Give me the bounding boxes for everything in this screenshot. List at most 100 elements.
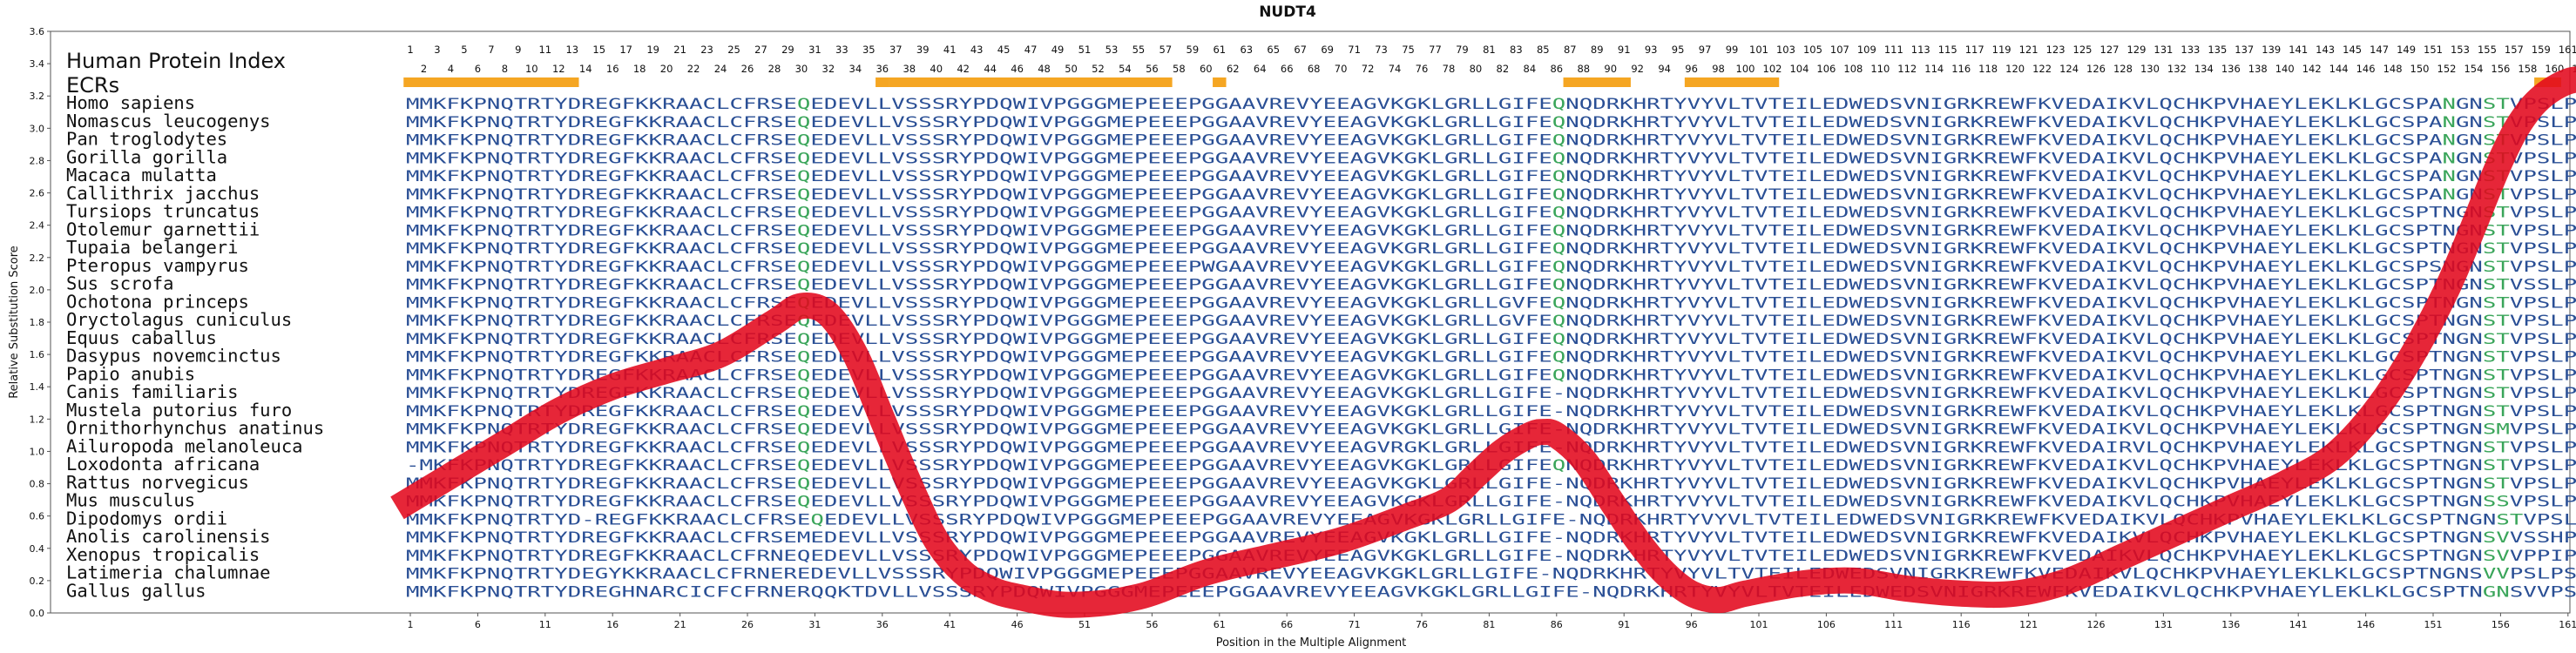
position-index-label: 24 [714,63,727,75]
position-index-label: 54 [1119,63,1132,75]
species-name: Loxodonta africana [66,454,260,475]
position-index-label: 91 [1618,44,1631,56]
species-name: Macaca mulatta [66,165,217,185]
position-index-label: 76 [1416,63,1429,75]
position-index-label: 111 [1884,44,1903,56]
position-index-label: 23 [700,44,713,56]
ecr-bar [1563,77,1631,87]
position-index-label: 98 [1712,63,1725,75]
species-name: Pan troglodytes [66,129,227,150]
y-tick-label: 3.0 [30,123,45,134]
position-index-label: 140 [2275,63,2295,75]
position-index-label: 27 [754,44,767,56]
y-tick-label: 2.0 [30,285,45,296]
species-name: Sus scrofa [66,273,173,294]
x-axis: 1 6 11 16 21 26 31 36 41 46 51 56 61 66 71 76 81 86 91 96 10… [408,613,2576,630]
position-index-label: 132 [2167,63,2187,75]
position-index-label: 157 [2505,44,2524,56]
position-index-label: 12 [552,63,565,75]
position-index-label: 88 [1577,63,1590,75]
position-index-label: 114 [1924,63,1944,75]
x-tick-label: 111 [1884,619,1903,630]
x-tick-label: 66 [1281,619,1293,630]
position-index-label: 28 [768,63,781,75]
x-tick-label: 31 [808,619,821,630]
position-index-label: 8 [502,63,508,75]
position-index-label: 107 [1830,44,1849,56]
position-index-label: 67 [1294,44,1307,56]
species-name: Canis familiaris [66,381,238,402]
position-index-label: 13 [565,44,578,56]
sequence-alignment: Homo sapiens M M K F K P N Q T R T Y D R E G F K K R A A C L C F R S… [66,92,2576,601]
position-index-label: 37 [889,44,903,56]
position-index-label: 87 [1564,44,1577,56]
ecr-bar [1684,77,1780,87]
position-index-label: 80 [1470,63,1483,75]
y-axis: 0.0 0.2 0.4 0.6 0.8 1.0 1.2 1.4 1.6 1.8 2.0 2.2 2.4 2… [30,26,51,619]
position-index-label: 63 [1240,44,1253,56]
position-index-label: 64 [1254,63,1267,75]
position-index-label: 19 [646,44,659,56]
position-index-label: 152 [2437,63,2457,75]
chart-title: NUDT4 [1259,3,1316,21]
position-index-label: 95 [1672,44,1685,56]
position-index-label: 100 [1736,63,1755,75]
position-index-label: 153 [2451,44,2470,56]
x-tick-label: 71 [1349,619,1361,630]
position-index-label: 35 [862,44,876,56]
position-index-label: 81 [1483,44,1496,56]
x-tick-label: 76 [1416,619,1428,630]
position-index-label: 5 [461,44,467,56]
position-index-label: 16 [606,63,619,75]
position-index-label: 25 [727,44,740,56]
position-index-label: 148 [2383,63,2403,75]
position-index-label: 83 [1510,44,1523,56]
position-index-label: 58 [1173,63,1186,75]
y-tick-label: 1.6 [30,349,45,360]
x-tick-label: 16 [606,619,619,630]
position-index-label: 97 [1699,44,1712,56]
position-index-label: 141 [2289,44,2308,56]
position-index-label: 103 [1776,44,1795,56]
position-index-label: 144 [2329,63,2349,75]
position-index-label: 34 [849,63,862,75]
position-index-label: 50 [1065,63,1078,75]
position-index-label: 74 [1389,63,1402,75]
x-tick-label: 36 [876,619,889,630]
y-tick-label: 2.4 [30,220,45,232]
y-tick-label: 1.8 [30,317,45,328]
position-index-label: 161 [2559,44,2576,56]
species-name: Oryctolagus cuniculus [66,309,292,330]
species-name: Papio anubis [66,363,195,384]
position-index-label: 75 [1402,44,1415,56]
position-index-label: 15 [592,44,605,56]
x-tick-label: 106 [1817,619,1836,630]
position-index-label: 131 [2153,44,2173,56]
position-index-label: 72 [1362,63,1375,75]
x-tick-label: 101 [1750,619,1768,630]
x-tick-label: 11 [539,619,551,630]
position-index-label: 101 [1749,44,1768,56]
ecr-bars [403,77,2562,87]
position-index-label: 89 [1591,44,1604,56]
position-index-label: 69 [1321,44,1334,56]
y-tick-label: 2.6 [30,188,45,199]
position-index-label: 143 [2316,44,2335,56]
ecr-bar [1213,77,1227,87]
position-index-label: 85 [1537,44,1550,56]
position-index-label: 145 [2343,44,2362,56]
position-index-label: 129 [2126,44,2146,56]
position-index-label: 90 [1604,63,1617,75]
position-index-label: 119 [1992,44,2011,56]
position-index-label: 20 [660,63,673,75]
position-index-label: 82 [1497,63,1510,75]
x-tick-label: 86 [1551,619,1563,630]
position-index-label: 78 [1443,63,1456,75]
